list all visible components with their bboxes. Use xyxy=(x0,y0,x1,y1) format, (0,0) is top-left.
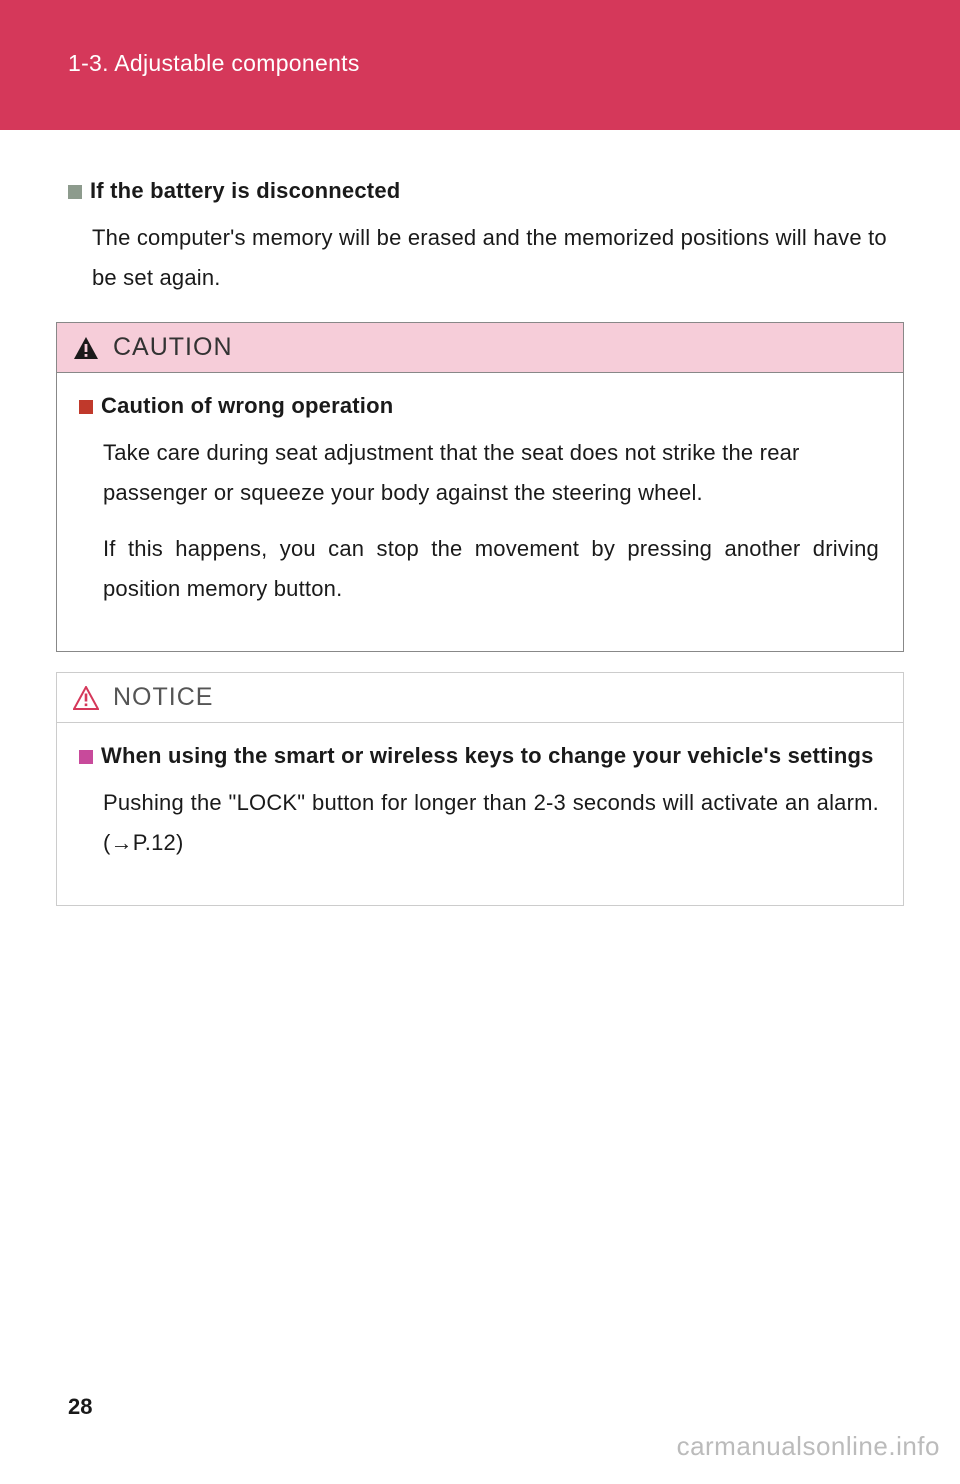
square-bullet-icon xyxy=(68,185,82,199)
notice-callout: NOTICE When using the smart or wireless … xyxy=(56,672,904,906)
notice-body: When using the smart or wireless keys to… xyxy=(57,722,903,905)
caution-callout: CAUTION Caution of wrong operation Take … xyxy=(56,322,904,652)
content-area: If the battery is disconnected The compu… xyxy=(0,130,960,906)
notice-paragraph-1: Pushing the "LOCK" button for longer tha… xyxy=(103,783,879,863)
chapter-title: 1-3. Adjustable components xyxy=(68,50,960,77)
caution-triangle-icon xyxy=(73,336,99,360)
section-title: If the battery is disconnected xyxy=(90,178,400,204)
section-battery-heading: If the battery is disconnected xyxy=(68,178,904,204)
notice-triangle-icon xyxy=(73,686,99,710)
caution-header: CAUTION xyxy=(57,323,903,373)
caution-subheading: Caution of wrong operation xyxy=(79,393,881,419)
header-band: 1-3. Adjustable components xyxy=(0,0,960,130)
notice-label: NOTICE xyxy=(113,683,213,712)
caution-body: Caution of wrong operation Take care dur… xyxy=(57,373,903,651)
caution-title: Caution of wrong operation xyxy=(101,393,393,419)
page-number: 28 xyxy=(68,1394,92,1420)
square-bullet-icon xyxy=(79,400,93,414)
page: 1-3. Adjustable components If the batter… xyxy=(0,0,960,1484)
square-bullet-icon xyxy=(79,750,93,764)
notice-header: NOTICE xyxy=(57,673,903,722)
caution-paragraph-2: If this happens, you can stop the moveme… xyxy=(103,529,879,609)
caution-label: CAUTION xyxy=(113,333,233,362)
notice-title: When using the smart or wireless keys to… xyxy=(101,743,874,769)
notice-subheading: When using the smart or wireless keys to… xyxy=(79,743,881,769)
section-body: The computer's memory will be erased and… xyxy=(92,218,900,298)
caution-paragraph-1: Take care during seat adjustment that th… xyxy=(103,433,879,513)
watermark: carmanualsonline.info xyxy=(677,1431,940,1462)
